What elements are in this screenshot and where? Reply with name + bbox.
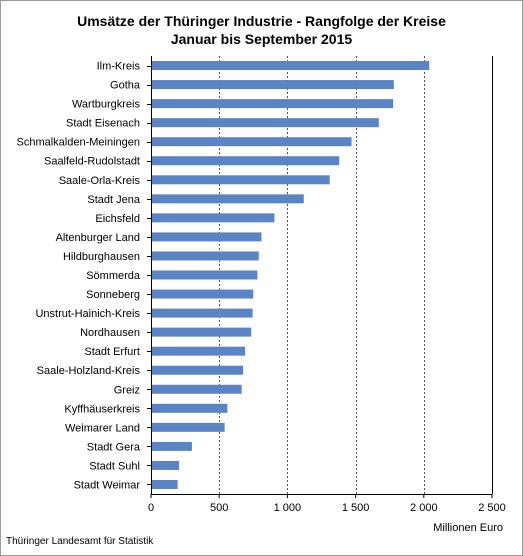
bar (152, 479, 178, 489)
x-tick-label: 2 000 (410, 502, 438, 514)
x-tick-label: 500 (210, 502, 228, 514)
category-label: Greiz (114, 384, 140, 396)
bar (152, 251, 259, 261)
x-tick-label: 0 (148, 502, 154, 514)
bar (152, 118, 379, 128)
category-label: Stadt Jena (87, 194, 140, 206)
category-label: Gotha (110, 80, 141, 92)
bar (152, 270, 258, 280)
category-label: Unstrut-Hainich-Kreis (35, 308, 140, 320)
category-label: Saalfeld-Rudolstadt (44, 156, 140, 168)
category-label: Eichsfeld (95, 213, 140, 225)
category-label: Stadt Eisenach (66, 118, 140, 130)
category-label: Nordhausen (80, 327, 140, 339)
bar (152, 194, 304, 204)
bar (152, 460, 179, 470)
x-tick-label: 1 500 (342, 502, 370, 514)
bar (152, 289, 254, 299)
bar (152, 61, 430, 71)
bar (152, 441, 192, 451)
bar (152, 365, 244, 375)
bar (152, 403, 228, 413)
bar (152, 232, 262, 242)
category-label: Stadt Gera (87, 441, 141, 453)
x-tick-label: 1 000 (274, 502, 302, 514)
chart-subtitle: Januar bis September 2015 (170, 31, 353, 47)
category-label: Weimarer Land (65, 422, 140, 434)
category-label: Ilm-Kreis (97, 61, 141, 73)
category-label: Kyffhäuserkreis (64, 403, 140, 415)
bar (152, 327, 252, 337)
category-label: Stadt Suhl (89, 460, 140, 472)
source-note: Thüringer Landesamt für Statistik (6, 536, 154, 547)
x-axis-label: Millionen Euro (433, 522, 503, 534)
x-tick-label: 2 500 (478, 502, 506, 514)
bar (152, 80, 394, 90)
bar (152, 308, 253, 318)
category-label: Altenburger Land (56, 232, 140, 244)
bar (152, 384, 242, 394)
bar (152, 346, 246, 356)
bar (152, 137, 352, 147)
category-label: Saale-Holzland-Kreis (37, 365, 141, 377)
category-label: Hildburghausen (63, 251, 140, 263)
category-label: Saale-Orla-Kreis (59, 175, 141, 187)
category-label: Stadt Weimar (74, 479, 141, 491)
bar (152, 99, 394, 109)
category-label: Stadt Erfurt (84, 346, 140, 358)
category-label: Sömmerda (86, 270, 141, 282)
bar (152, 422, 225, 432)
category-label: Wartburgkreis (72, 99, 141, 111)
bar (152, 156, 340, 166)
bar (152, 175, 330, 185)
chart-title: Umsätze der Thüringer Industrie - Rangfo… (77, 13, 446, 29)
bar (152, 213, 275, 223)
category-label: Sonneberg (86, 289, 140, 301)
category-label: Schmalkalden-Meiningen (16, 137, 140, 149)
